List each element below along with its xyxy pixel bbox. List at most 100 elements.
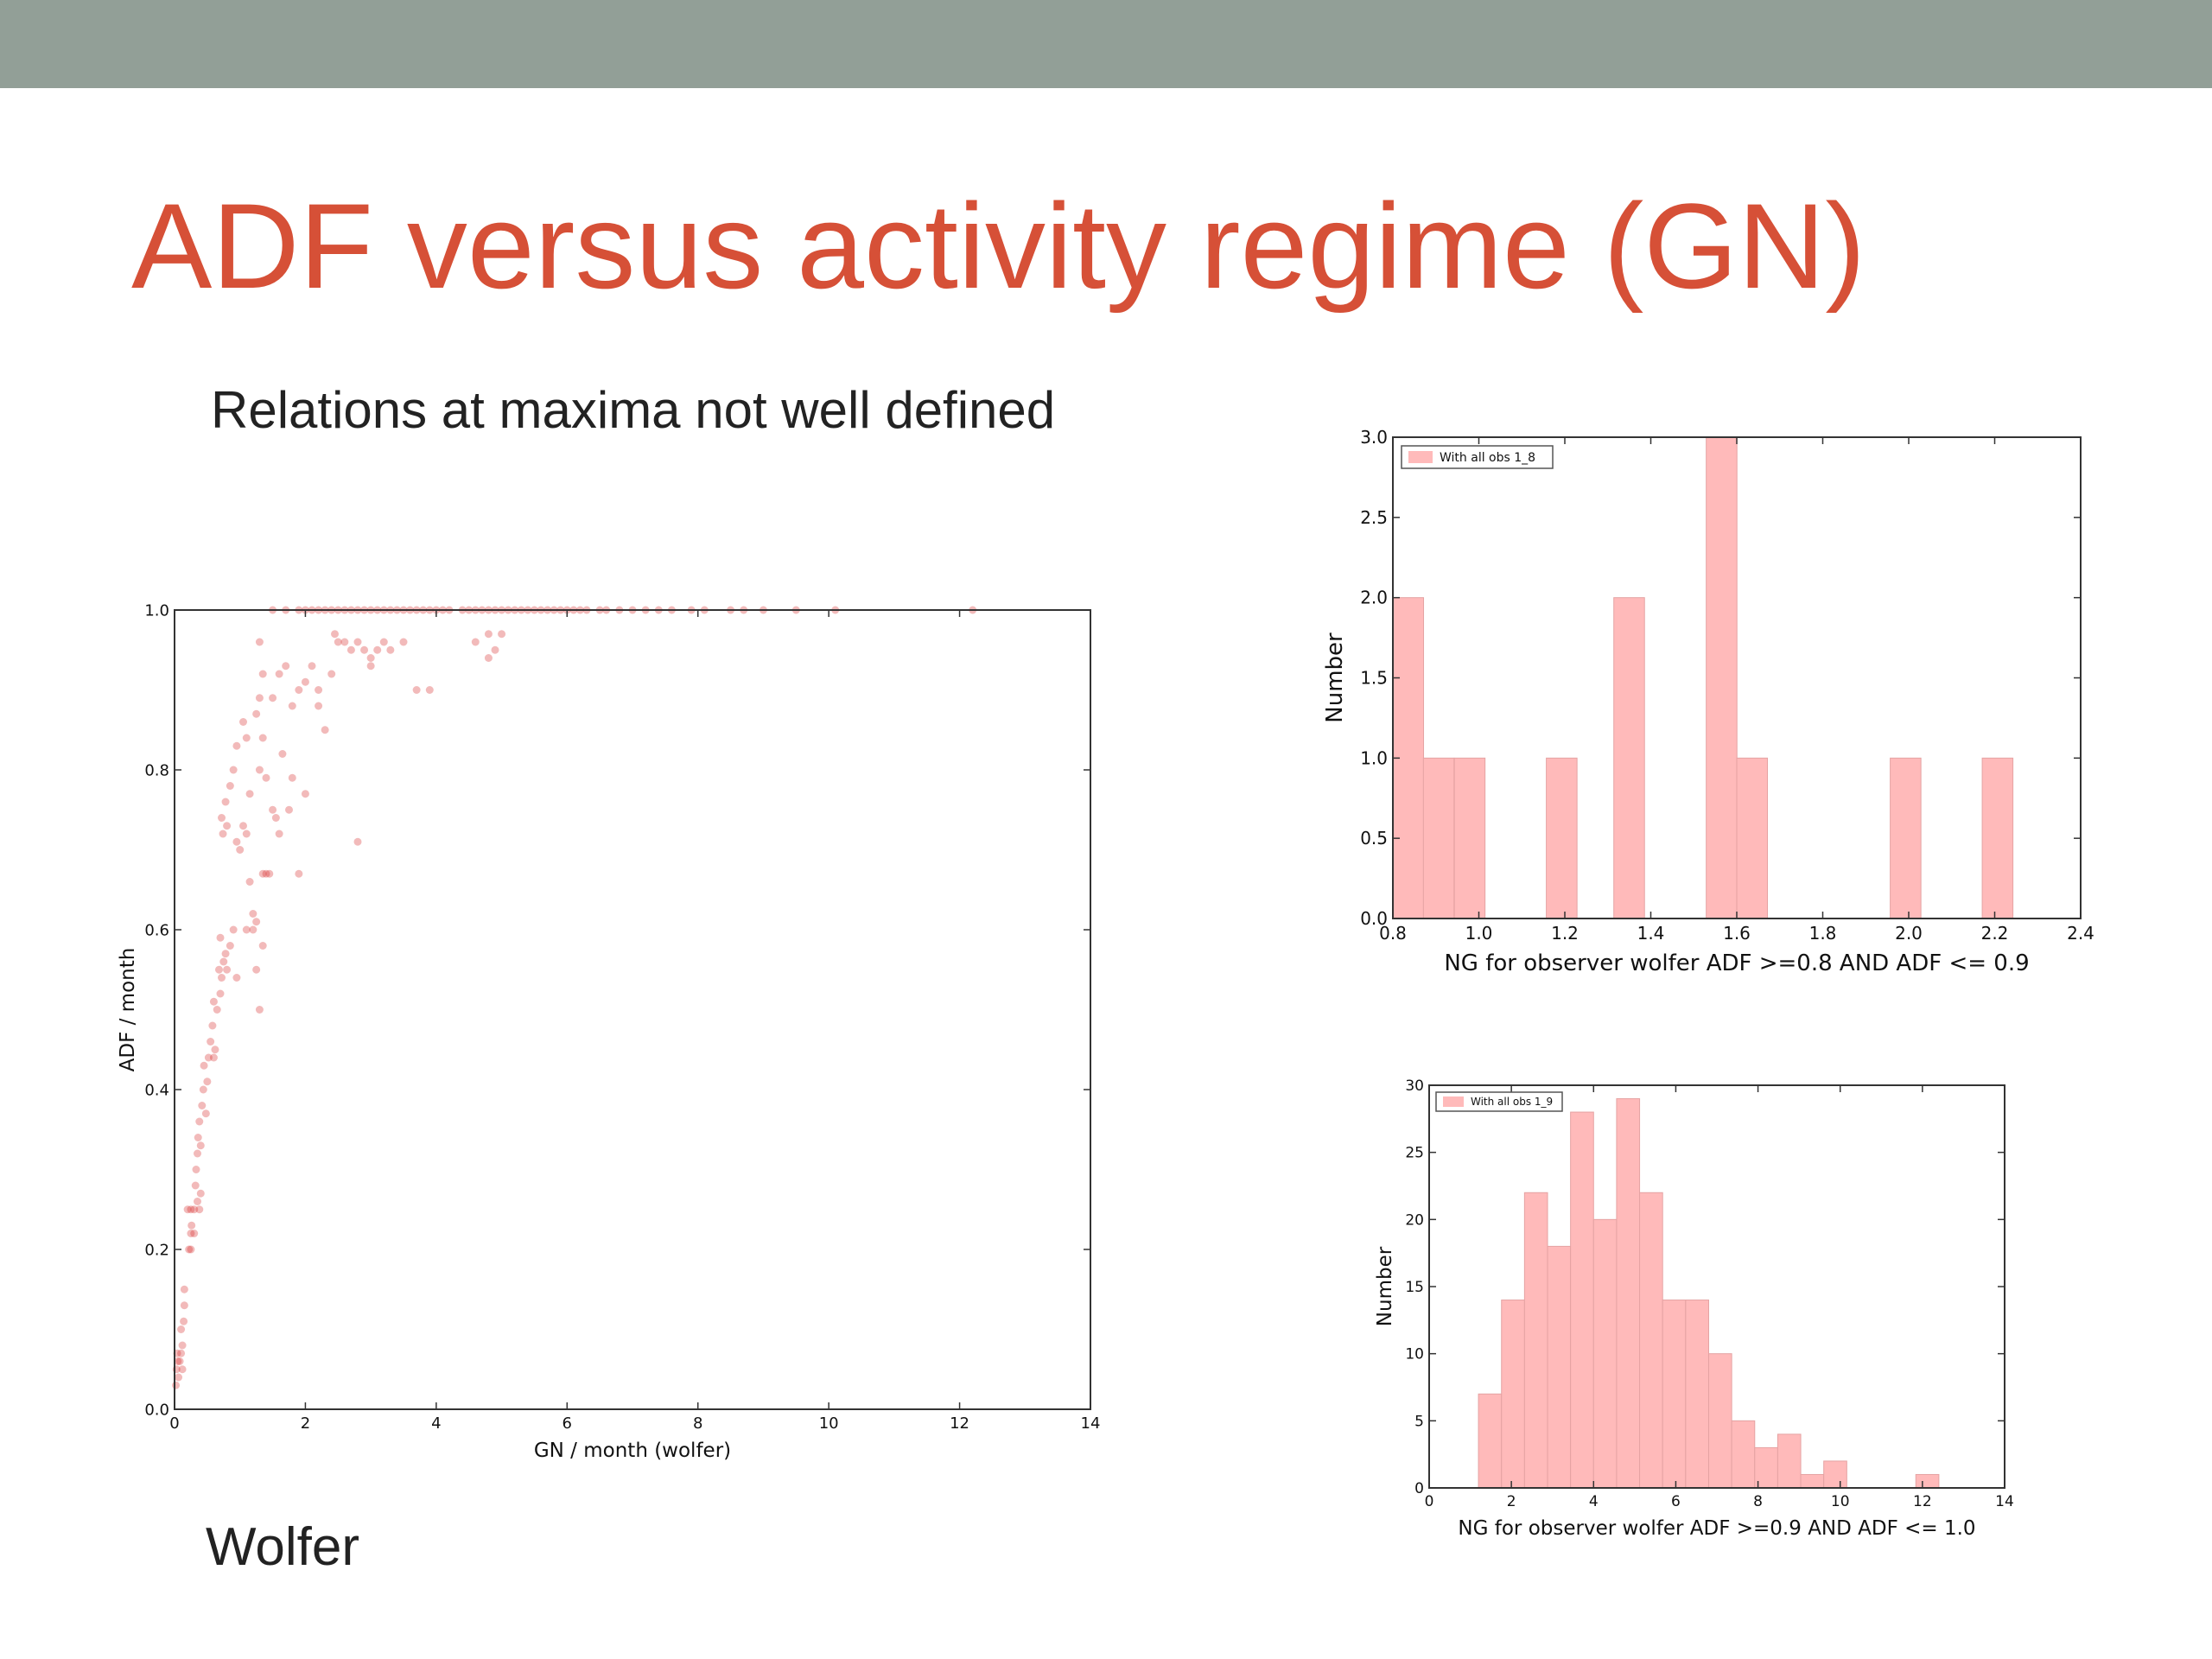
y-tick-label: 5 — [1414, 1413, 1424, 1430]
x-tick-label: 2.2 — [1981, 923, 2009, 944]
scatter-point — [207, 1038, 215, 1046]
histogram-bar — [1823, 1460, 1847, 1489]
histogram-bar — [1547, 1245, 1572, 1489]
scatter-point — [275, 830, 283, 838]
histogram-bar — [1915, 1473, 1940, 1489]
scatter-point — [295, 869, 303, 878]
x-tick-label: 1.8 — [1809, 923, 1837, 944]
x-tick-label: 6 — [563, 1414, 572, 1433]
histogram-bar — [1639, 1192, 1663, 1489]
y-tick-label: 0.8 — [144, 761, 169, 779]
scatter-point — [239, 718, 247, 726]
scatter-point — [194, 1198, 201, 1205]
scatter-point — [484, 630, 493, 639]
scatter-point — [269, 694, 277, 702]
scatter-point — [258, 734, 267, 742]
legend-box — [1435, 1091, 1563, 1112]
scatter-point — [218, 974, 226, 982]
histogram-bar — [1546, 757, 1578, 919]
x-tick-label: 8 — [1753, 1493, 1763, 1510]
scatter-point — [190, 1230, 199, 1237]
scatter-point — [275, 670, 283, 678]
scatter-point — [221, 798, 230, 806]
scatter-point — [199, 1085, 207, 1094]
x-tick-label: 8 — [693, 1414, 702, 1433]
scatter-point — [183, 1205, 192, 1214]
scatter-point — [327, 670, 336, 678]
y-tick-label: 2.0 — [1360, 588, 1388, 608]
scatter-point — [386, 645, 395, 654]
scatter-point — [265, 869, 274, 878]
x-tick-label: 1.4 — [1637, 923, 1665, 944]
histogram-bar — [1501, 1300, 1525, 1489]
y-tick-label: 20 — [1405, 1211, 1424, 1229]
scatter-point — [219, 957, 228, 966]
scatter-point — [178, 1365, 187, 1374]
legend-swatch — [1408, 451, 1433, 463]
scatter-point — [195, 1205, 204, 1214]
scatter-point — [209, 997, 218, 1006]
scatter-point — [216, 989, 225, 998]
scatter-point — [216, 933, 225, 942]
scatter-point — [366, 654, 375, 662]
x-tick-label: 10 — [819, 1414, 839, 1433]
scatter-point — [226, 782, 234, 790]
scatter-point — [180, 1285, 188, 1294]
x-tick-label: 2 — [301, 1414, 310, 1433]
scatter-point — [340, 638, 349, 646]
scatter-point — [491, 645, 499, 654]
scatter-point — [252, 918, 261, 926]
histogram-bar — [1592, 1218, 1618, 1489]
slide-caption: Wolfer — [206, 1517, 360, 1577]
y-tick-label: 0.2 — [144, 1241, 169, 1259]
x-axis-label: GN / month (wolfer) — [534, 1440, 731, 1462]
x-tick-label: 14 — [1995, 1493, 2014, 1510]
scatter-point — [191, 1181, 200, 1190]
x-tick-label: 4 — [1589, 1493, 1599, 1510]
y-tick-label: 3.0 — [1360, 427, 1388, 448]
x-tick-label: 12 — [1913, 1493, 1932, 1510]
y-tick-label: 0.5 — [1360, 828, 1388, 849]
scatter-point — [229, 925, 238, 934]
scatter-point — [218, 814, 226, 822]
scatter-point — [353, 837, 362, 846]
y-tick-label: 25 — [1405, 1145, 1424, 1162]
plot-area — [175, 610, 1090, 1409]
scatter-point — [180, 1317, 188, 1325]
histogram-bar — [1453, 757, 1486, 919]
scatter-point — [236, 846, 245, 854]
x-tick-label: 1.2 — [1551, 923, 1579, 944]
scatter-point — [223, 822, 232, 830]
scatter-point — [249, 910, 257, 918]
scatter-point — [242, 830, 251, 838]
scatter-point — [187, 1245, 195, 1254]
scatter-point — [346, 645, 355, 654]
scatter-point — [288, 702, 296, 710]
scatter-point — [255, 1006, 264, 1014]
scatter-point — [226, 942, 234, 950]
scatter-point — [331, 630, 339, 639]
histogram-bar — [1706, 436, 1738, 919]
histogram-bar — [1736, 757, 1769, 919]
scatter-point — [239, 822, 247, 830]
scatter-point — [252, 965, 261, 974]
x-tick-label: 0.8 — [1379, 923, 1407, 944]
scatter-point — [187, 1230, 195, 1237]
scatter-point — [249, 925, 257, 934]
scatter-point — [288, 773, 296, 782]
scatter-point — [187, 1205, 195, 1214]
histogram-bar — [1570, 1111, 1594, 1489]
scatter-point — [200, 1061, 208, 1070]
x-tick-label: 2.4 — [2067, 923, 2094, 944]
scatter-point — [196, 1189, 205, 1198]
x-tick-label: 10 — [1831, 1493, 1850, 1510]
scatter-point — [484, 654, 493, 662]
scatter-point — [471, 638, 480, 646]
scatter-point — [360, 645, 369, 654]
legend-label: With all obs 1_8 — [1440, 451, 1535, 465]
histogram-bar — [1422, 757, 1455, 919]
x-tick-label: 0 — [169, 1414, 179, 1433]
scatter-point — [221, 950, 230, 958]
scatter-point — [204, 1053, 213, 1062]
